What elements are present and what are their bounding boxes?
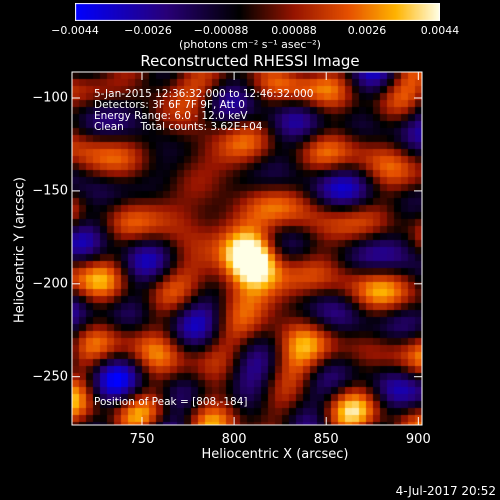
colorbar-tick-label: −0.0044 <box>51 24 99 37</box>
heatmap-image <box>72 72 422 425</box>
y-tick-label: −250 <box>32 369 68 385</box>
y-tick-label: −100 <box>32 90 68 106</box>
x-axis-label: Heliocentric X (arcsec) <box>201 447 349 462</box>
timestamp-footer: 4-Jul-2017 20:52 <box>395 484 496 498</box>
peak-label: Position of Peak = [808,-184] <box>94 396 248 408</box>
x-tick-label: 800 <box>221 432 247 447</box>
colorbar-tick-label: −0.0026 <box>124 24 172 37</box>
plot-frame <box>71 71 423 426</box>
info-detectors: Detectors: 3F 6F 7F 9F, Att 0 <box>94 99 245 111</box>
colorbar-tick-label: 0.0044 <box>420 24 460 37</box>
info-time: 5-Jan-2015 12:36:32.000 to 12:46:32.000 <box>94 88 314 100</box>
info-energy: Energy Range: 6.0 - 12.0 keV <box>94 110 248 122</box>
y-tick-label: −150 <box>32 183 68 199</box>
colorbar-units: (photons cm⁻² s⁻¹ asec⁻²) <box>179 38 321 51</box>
colorbar <box>75 3 440 21</box>
colorbar-tick-label: 0.00088 <box>271 24 317 37</box>
colorbar-tick-label: −0.00088 <box>193 24 249 37</box>
colorbar-tick-label: 0.0026 <box>347 24 387 37</box>
y-tick-label: −200 <box>32 276 68 292</box>
y-axis-label: Heliocentric Y (arcsec) <box>12 177 28 323</box>
x-tick-label: 850 <box>313 432 339 447</box>
x-tick-label: 750 <box>129 432 155 447</box>
x-tick-label: 900 <box>405 432 431 447</box>
info-counts: Clean Total counts: 3.62E+04 <box>94 121 263 133</box>
chart-title: Reconstructed RHESSI Image <box>140 52 360 70</box>
